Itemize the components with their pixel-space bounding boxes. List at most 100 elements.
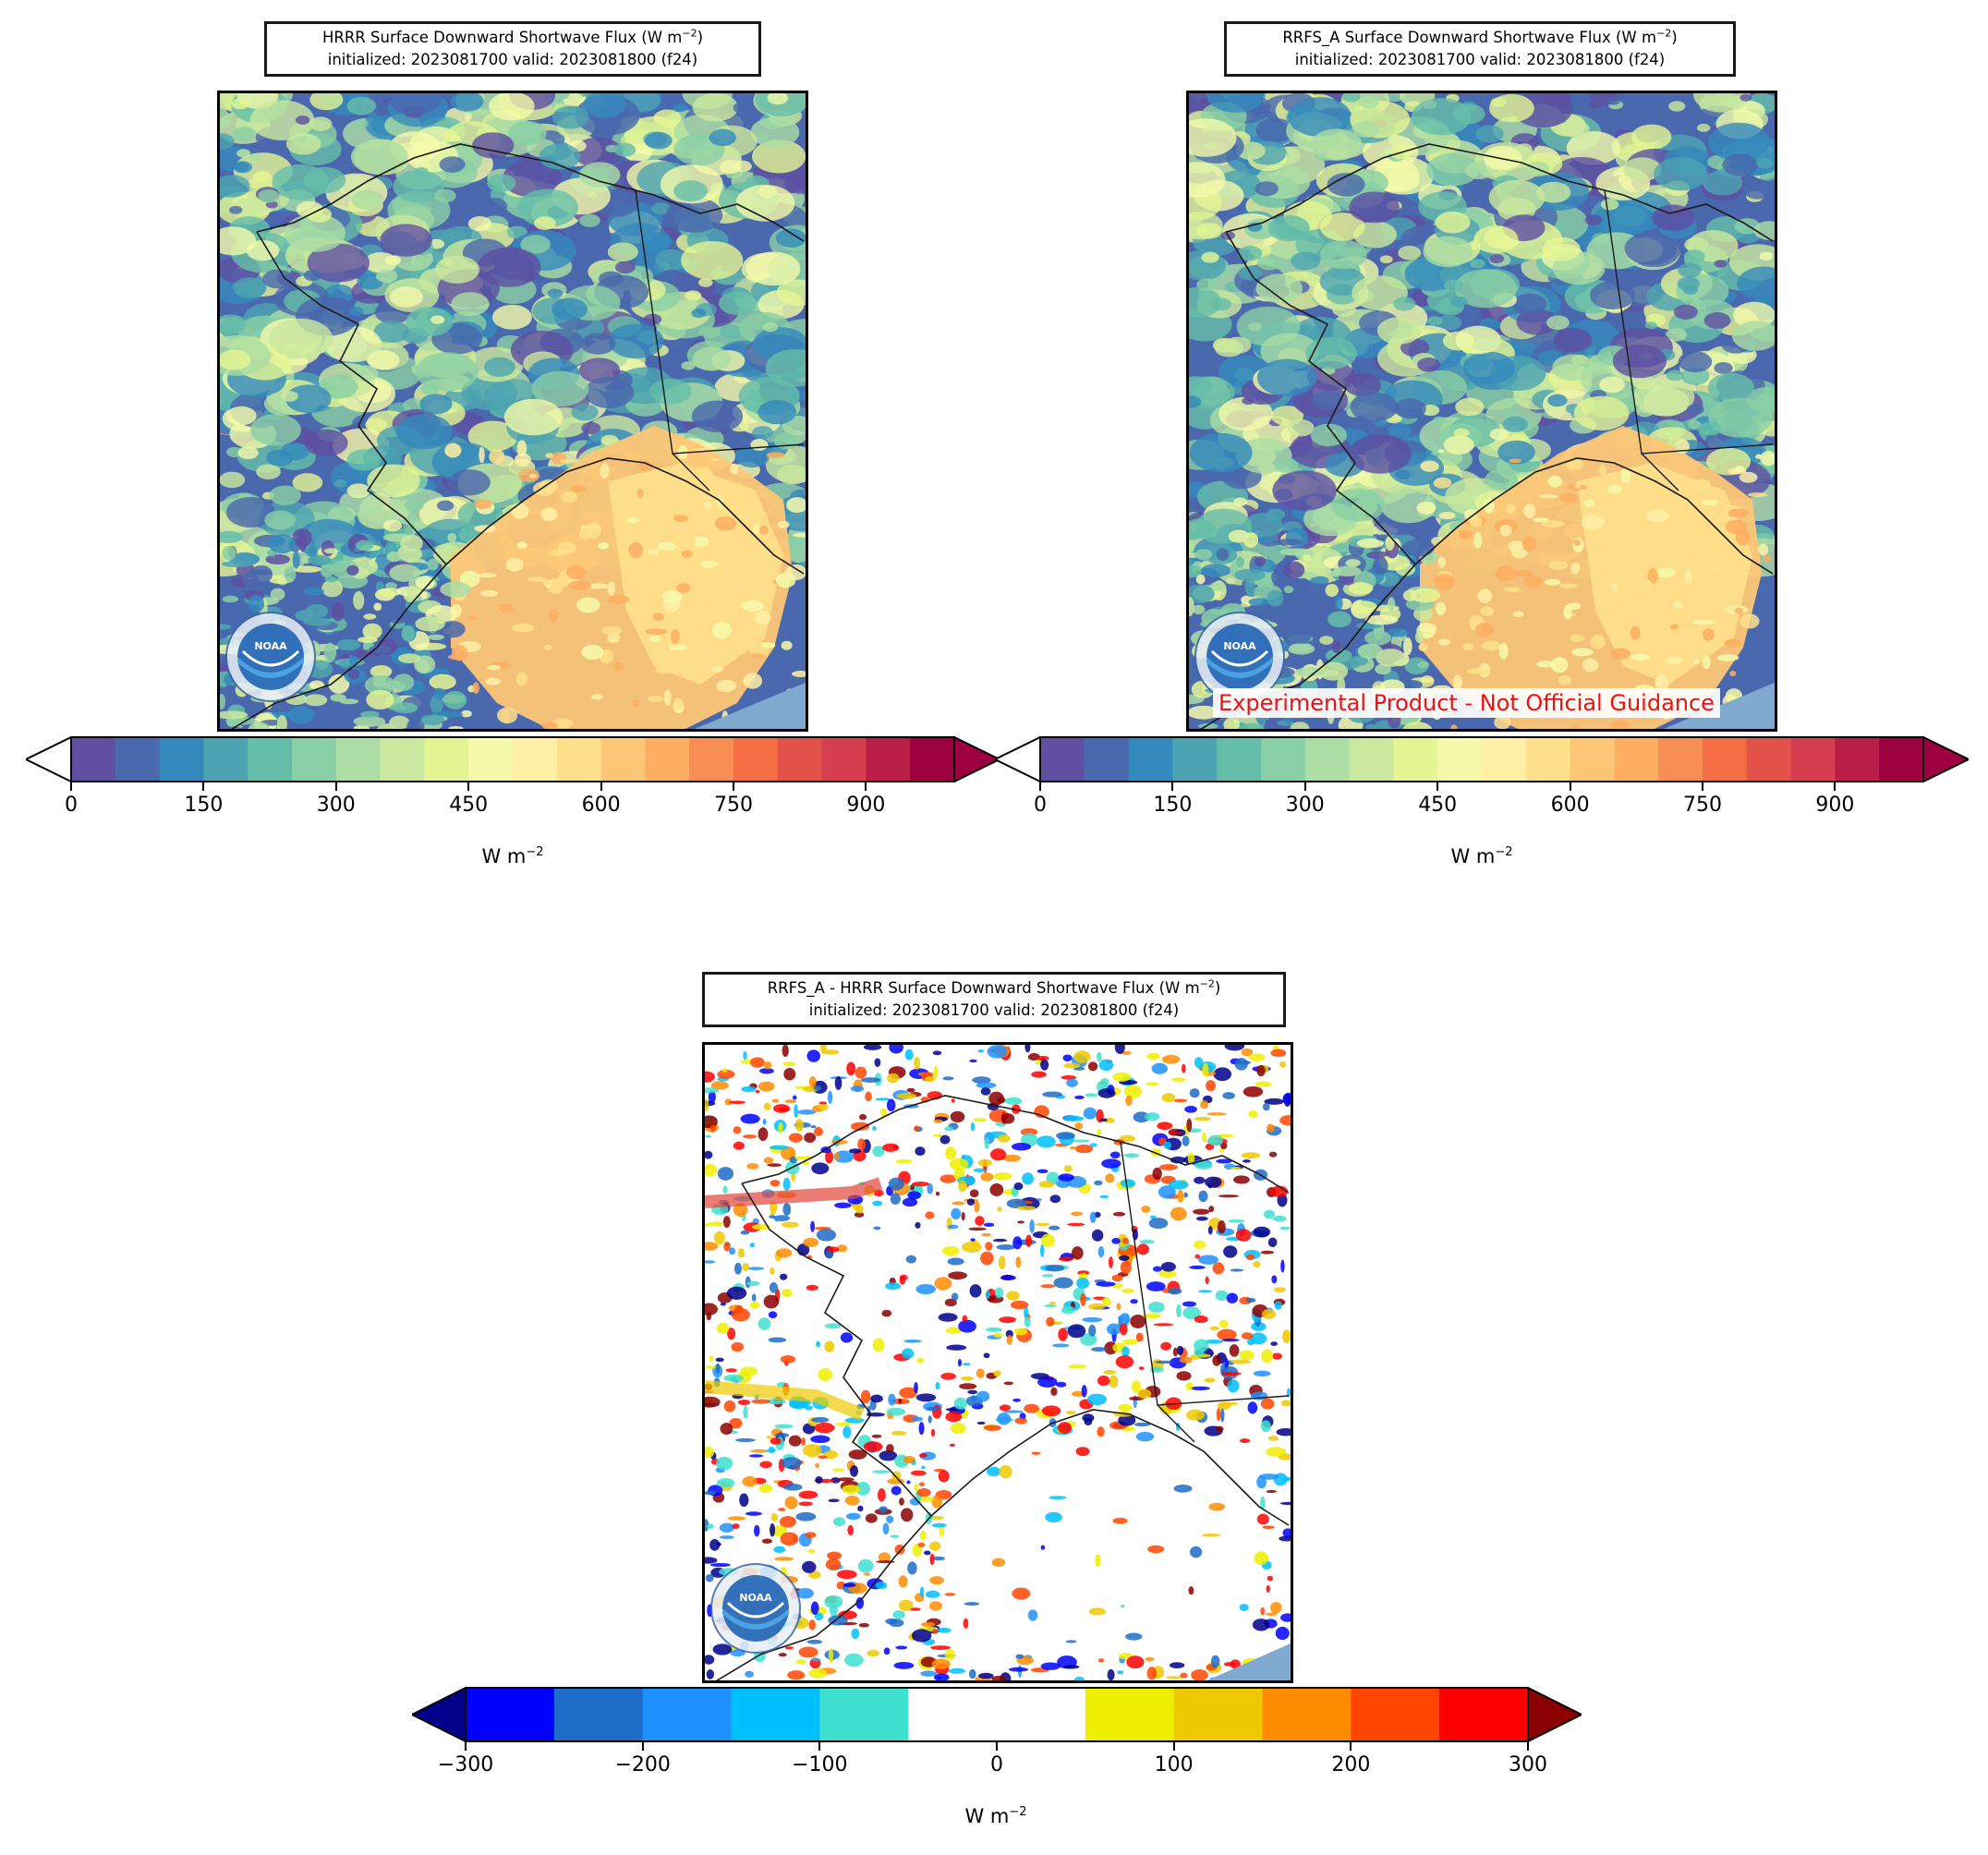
- colorbar-segment: [1614, 737, 1659, 782]
- colorbar-tick-label: 450: [1418, 794, 1458, 817]
- colorbar-under-triangle: [23, 735, 72, 783]
- colorbar-tick-label: 300: [1509, 1753, 1547, 1776]
- colorbar-over-triangle: [1922, 735, 1971, 783]
- colorbar-segment: [1570, 737, 1615, 782]
- colorbar-tick-label: 750: [1683, 794, 1722, 817]
- colorbar-tick-mark: [1039, 782, 1041, 791]
- colorbar-tick-label: 200: [1331, 1753, 1371, 1776]
- colorbar-segment: [731, 1688, 820, 1741]
- border-line: [672, 453, 710, 491]
- colorbar-segment: [1525, 737, 1571, 782]
- rrfs-title: RRFS_A Surface Downward Shortwave Flux (…: [1224, 21, 1736, 77]
- colorbar-segment: [1746, 737, 1792, 782]
- hrrr-title: HRRR Surface Downward Shortwave Flux (W …: [264, 21, 761, 77]
- noaa-logo-text: NOAA: [254, 640, 287, 652]
- colorbar-tick-label: 0: [65, 794, 78, 817]
- rrfs-colorbar-unit: W m−2: [1450, 845, 1513, 867]
- colorbar-segment: [910, 737, 955, 782]
- colorbar-segment: [1439, 1688, 1529, 1741]
- coastline: [256, 143, 805, 242]
- colorbar-segment: [115, 737, 161, 782]
- colorbar-segment: [1217, 737, 1262, 782]
- colorbar-under-triangle: [992, 735, 1041, 783]
- colorbar-segment: [292, 737, 337, 782]
- colorbar-tick-label: 150: [1153, 794, 1193, 817]
- colorbar-tick-mark: [818, 1742, 821, 1751]
- colorbar-segment: [1172, 737, 1218, 782]
- colorbar-tick-mark: [202, 782, 205, 791]
- colorbar-segment: [466, 1688, 555, 1741]
- colorbar-segment: [819, 1688, 909, 1741]
- colorbar-segment: [1349, 737, 1394, 782]
- colorbar-tick-mark: [1436, 782, 1439, 791]
- colorbar-tick-mark: [1527, 1742, 1529, 1751]
- colorbar-segment: [645, 737, 690, 782]
- coastline: [230, 457, 805, 729]
- colorbar-segment: [866, 737, 911, 782]
- noaa-logo-text: NOAA: [1223, 640, 1256, 652]
- colorbar-segment: [1703, 737, 1748, 782]
- colorbar-tick-label: 600: [581, 794, 621, 817]
- colorbar-tick-mark: [733, 782, 734, 791]
- noaa-logo: NOAA: [225, 612, 316, 702]
- colorbar-segment: [71, 737, 116, 782]
- colorbar-segment: [380, 737, 425, 782]
- colorbar-segment: [1835, 737, 1880, 782]
- colorbar-segment: [600, 737, 646, 782]
- colorbar-segment: [1351, 1688, 1440, 1741]
- colorbar-tick-label: 300: [1285, 794, 1325, 817]
- colorbar-tick-label: 0: [1034, 794, 1047, 817]
- noaa-logo: NOAA: [710, 1563, 801, 1654]
- colorbar-tick-mark: [1303, 782, 1306, 791]
- colorbar-segment: [733, 737, 779, 782]
- colorbar-tick-label: −100: [792, 1753, 848, 1776]
- colorbar-segment: [821, 737, 867, 782]
- colorbar-tick-mark: [1350, 1742, 1352, 1751]
- hrrr-flux-map: NOAA: [217, 91, 808, 732]
- border-line: [1641, 453, 1679, 491]
- coastline: [256, 231, 447, 565]
- colorbar-tick-label: −200: [614, 1753, 671, 1776]
- colorbar-segment: [553, 1688, 644, 1741]
- colorbar-tick-mark: [865, 782, 867, 791]
- colorbar-segment: [689, 737, 734, 782]
- colorbar-tick-mark: [467, 782, 470, 791]
- colorbar-tick-mark: [334, 782, 337, 791]
- colorbar-segment: [248, 737, 293, 782]
- colorbar-tick-label: 150: [184, 794, 224, 817]
- colorbar-segment: [1304, 737, 1351, 782]
- colorbar-segment: [1040, 737, 1085, 782]
- colorbar-segment: [1084, 737, 1130, 782]
- colorbar-segment: [468, 737, 514, 782]
- border-line: [1157, 1404, 1195, 1443]
- colorbar-segment: [1261, 737, 1306, 782]
- colorbar-segment: [1658, 737, 1703, 782]
- colorbar-tick-label: 300: [316, 794, 356, 817]
- difference-map: NOAA: [702, 1042, 1293, 1683]
- colorbar-tick-mark: [1569, 782, 1571, 791]
- colorbar-tick-label: 900: [846, 794, 886, 817]
- colorbar-tick-label: 450: [449, 794, 489, 817]
- noaa-logo: NOAA: [1194, 612, 1285, 702]
- colorbar-tick-label: 750: [714, 794, 753, 817]
- hrrr-colorbar-unit: W m−2: [481, 845, 544, 867]
- colorbar-segment: [1393, 737, 1438, 782]
- colorbar-segment: [1085, 1688, 1175, 1741]
- colorbar-segment: [159, 737, 204, 782]
- hrrr-colorbar: [23, 735, 1002, 783]
- colorbar-tick-label: 0: [990, 1753, 1003, 1776]
- difference-colorbar-unit: W m−2: [964, 1805, 1027, 1827]
- difference-colorbar: [409, 1686, 1584, 1743]
- colorbar-over-triangle: [1527, 1686, 1584, 1743]
- colorbar-segment: [513, 737, 558, 782]
- colorbar-tick-mark: [1834, 782, 1836, 791]
- colorbar-segment: [556, 737, 602, 782]
- coastline: [741, 1095, 1290, 1194]
- colorbar-tick-label: −300: [437, 1753, 494, 1776]
- rrfs-flux-map: NOAA: [1186, 91, 1777, 732]
- colorbar-segment: [335, 737, 382, 782]
- colorbar-tick-mark: [641, 1742, 644, 1751]
- colorbar-segment: [1128, 737, 1173, 782]
- colorbar-segment: [642, 1688, 733, 1741]
- colorbar-segment: [1262, 1688, 1352, 1741]
